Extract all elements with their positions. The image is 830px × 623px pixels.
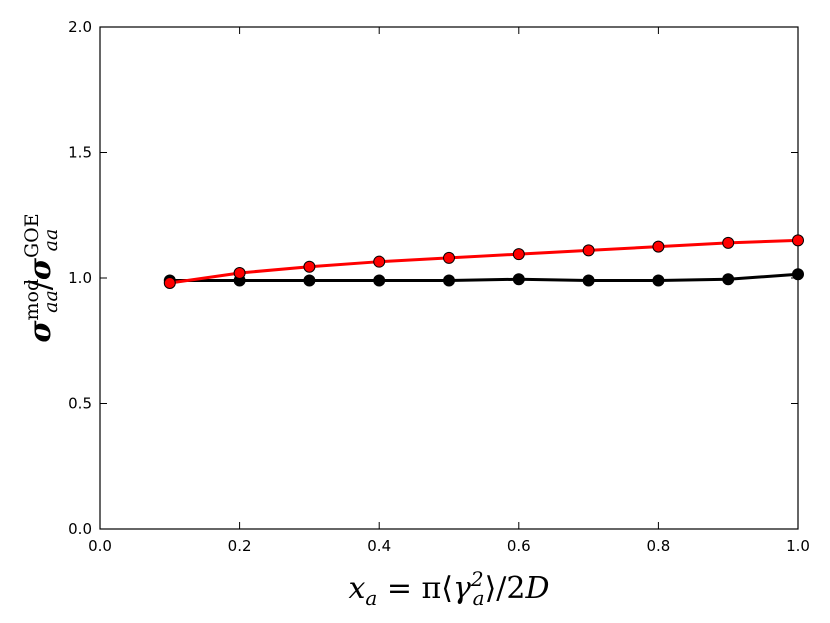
- series-line: [169, 272, 799, 283]
- data-point: [443, 251, 455, 264]
- data-point: [582, 274, 595, 287]
- y-tick-label: 1.5: [68, 144, 92, 162]
- data-point: [722, 273, 735, 286]
- y-axis-label: σmodaa/σGOEaa: [21, 213, 62, 342]
- data-point: [582, 244, 595, 257]
- series-2: [163, 234, 804, 290]
- data-point: [303, 260, 316, 273]
- y-tick-label: 0.0: [68, 520, 92, 538]
- data-point: [373, 274, 386, 287]
- data-point: [652, 240, 665, 253]
- x-tick-label: 1.0: [786, 537, 810, 555]
- x-axis-label: xa = π⟨γ2 a⟩/2D: [348, 567, 549, 610]
- data-point: [512, 248, 525, 261]
- ticks: 0.0 0.2 0.4 0.6 0.8 1.0 0.0 0.5 1.0 1.5 2.0: [68, 18, 810, 555]
- data-point: [652, 274, 665, 287]
- data-point: [792, 234, 804, 247]
- y-tick-label: 2.0: [68, 18, 92, 36]
- x-tick-label: 0.2: [228, 537, 252, 555]
- series-line: [169, 238, 799, 285]
- data-point: [373, 255, 386, 268]
- data-point: [443, 274, 455, 287]
- data-point: [722, 236, 735, 249]
- x-tick-label: 0.8: [646, 537, 670, 555]
- data-point: [163, 277, 176, 290]
- data-point: [792, 268, 804, 281]
- data-point: [512, 273, 525, 286]
- x-tick-label: 0.4: [367, 537, 391, 555]
- series-layer: [163, 234, 804, 290]
- y-tick-label: 1.0: [68, 269, 92, 287]
- data-point: [303, 274, 316, 287]
- y-tick-label: 0.5: [68, 395, 92, 413]
- data-point: [233, 266, 246, 279]
- x-tick-label: 0.6: [507, 537, 531, 555]
- x-tick-label: 0.0: [88, 537, 112, 555]
